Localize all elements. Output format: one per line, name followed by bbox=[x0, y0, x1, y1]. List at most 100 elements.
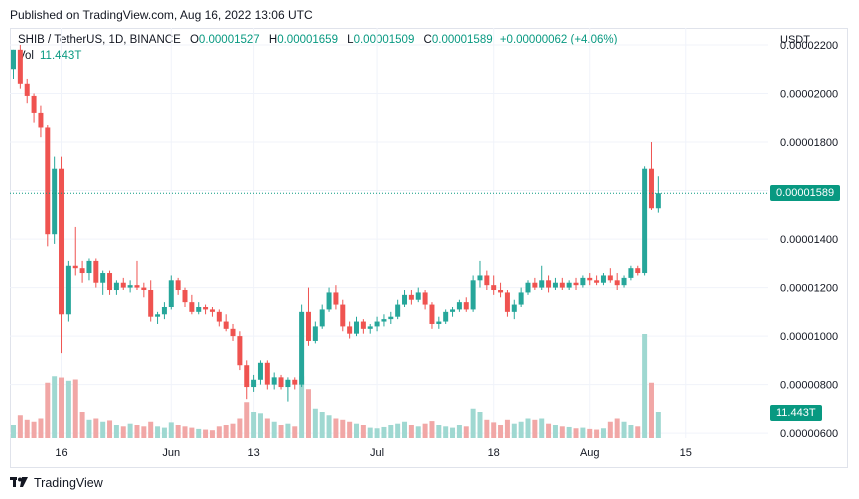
volume-bar bbox=[621, 421, 627, 438]
volume-bar bbox=[100, 421, 106, 438]
candle-body bbox=[443, 311, 449, 322]
time-tick-label: 16 bbox=[55, 447, 67, 459]
volume-bar bbox=[402, 421, 408, 438]
volume-bar bbox=[587, 428, 593, 438]
volume-bar bbox=[271, 421, 277, 438]
candle-body bbox=[113, 282, 119, 291]
candle-body bbox=[326, 292, 332, 310]
candle-body bbox=[237, 336, 243, 366]
candle-body bbox=[587, 277, 593, 281]
candle-body bbox=[477, 275, 483, 281]
candle-body bbox=[107, 273, 113, 291]
candle-body bbox=[642, 168, 648, 274]
volume-bar bbox=[333, 418, 339, 438]
volume-bar bbox=[607, 421, 613, 438]
candle-body bbox=[498, 290, 504, 293]
price-tick-label: 0.00001000 bbox=[780, 331, 838, 343]
volume-bar bbox=[203, 429, 209, 438]
candle-body bbox=[65, 265, 71, 315]
price-tick-label: 0.00000600 bbox=[780, 428, 838, 440]
candle-body bbox=[354, 321, 359, 334]
volume-bar bbox=[635, 426, 641, 438]
volume-bar bbox=[168, 422, 174, 438]
volume-bar bbox=[17, 415, 23, 438]
volume-bar bbox=[326, 415, 332, 438]
candle-body bbox=[621, 277, 627, 286]
candle-body bbox=[299, 311, 305, 385]
high-key: H bbox=[268, 34, 278, 46]
volume-bar bbox=[415, 426, 421, 438]
volume-bar bbox=[642, 334, 648, 438]
volume-bar bbox=[484, 419, 490, 438]
volume-bar bbox=[491, 422, 497, 438]
volume-bar bbox=[655, 412, 661, 438]
published-caption: Published on TradingView.com, Aug 16, 20… bbox=[10, 8, 313, 22]
volume-bar bbox=[107, 420, 113, 438]
candle-body bbox=[340, 304, 346, 327]
candle-body bbox=[11, 49, 16, 70]
time-tick-label: Jun bbox=[162, 447, 180, 459]
candle-body bbox=[402, 294, 408, 305]
volume-bar bbox=[251, 412, 257, 438]
volume-bar bbox=[93, 418, 99, 438]
volume-bar bbox=[230, 423, 236, 438]
price-tick-label: 0.00001400 bbox=[780, 234, 838, 246]
open-value: 0.00001527 bbox=[198, 34, 260, 46]
volume-bar bbox=[367, 427, 373, 438]
candle-body bbox=[285, 379, 291, 388]
candle-body bbox=[93, 260, 99, 283]
volume-bar bbox=[312, 408, 318, 438]
candle-body bbox=[209, 309, 215, 312]
volume-bar bbox=[518, 421, 524, 438]
candle-body bbox=[463, 302, 469, 310]
volume-tag: 11.443T bbox=[770, 405, 822, 421]
candle-body bbox=[422, 292, 428, 305]
candle-body bbox=[52, 168, 58, 235]
candle-body bbox=[45, 127, 51, 235]
candle-body bbox=[203, 306, 209, 310]
volume-bar bbox=[429, 421, 435, 438]
price-tick-label: 0.00001200 bbox=[780, 283, 838, 295]
volume-bar bbox=[161, 427, 167, 438]
candle-body bbox=[305, 311, 311, 341]
candle-body bbox=[456, 302, 462, 310]
volume-bar bbox=[52, 376, 58, 438]
candle-body bbox=[566, 282, 572, 288]
candle-body bbox=[182, 290, 188, 303]
tradingview-logo-icon bbox=[10, 477, 28, 487]
candle-body bbox=[264, 362, 270, 385]
candle-body bbox=[31, 95, 37, 113]
volume-bar bbox=[244, 402, 250, 438]
volume-bar bbox=[374, 428, 380, 438]
time-tick-label: 13 bbox=[247, 447, 259, 459]
volume-bar bbox=[436, 425, 442, 438]
last-price-tag: 0.00001589 bbox=[770, 185, 841, 202]
volume-bar bbox=[498, 425, 504, 438]
candle-body bbox=[161, 306, 167, 315]
volume-bar bbox=[580, 427, 586, 438]
chart-frame[interactable] bbox=[10, 28, 848, 468]
candle-body bbox=[333, 292, 339, 305]
price-axis: 0.000022000.000020000.000018000.00001600… bbox=[780, 40, 838, 440]
footer-brand[interactable]: TradingView bbox=[10, 476, 103, 490]
volume-bar bbox=[86, 419, 92, 438]
volume-bar bbox=[408, 425, 414, 438]
symbol-label[interactable]: SHIB / TetherUS, 1D, BINANCE bbox=[18, 34, 181, 46]
volume-bar bbox=[566, 426, 572, 438]
volume-value: 11.443T bbox=[40, 50, 82, 62]
candle-body bbox=[532, 282, 538, 288]
candle-body bbox=[546, 280, 552, 288]
volume-bar bbox=[305, 389, 311, 438]
volume-bar bbox=[237, 418, 243, 438]
volume-bar bbox=[285, 423, 291, 438]
volume-bar bbox=[216, 426, 222, 438]
grid-lines bbox=[10, 28, 768, 438]
candle-body bbox=[429, 304, 435, 324]
time-axis: 16 Jun 13 Jul 18 Aug 15 bbox=[55, 447, 692, 459]
candle-body bbox=[120, 282, 126, 288]
volume-bar bbox=[456, 425, 462, 438]
volume-bar bbox=[120, 426, 126, 438]
candle-body bbox=[381, 319, 387, 322]
candle-body bbox=[415, 292, 421, 300]
